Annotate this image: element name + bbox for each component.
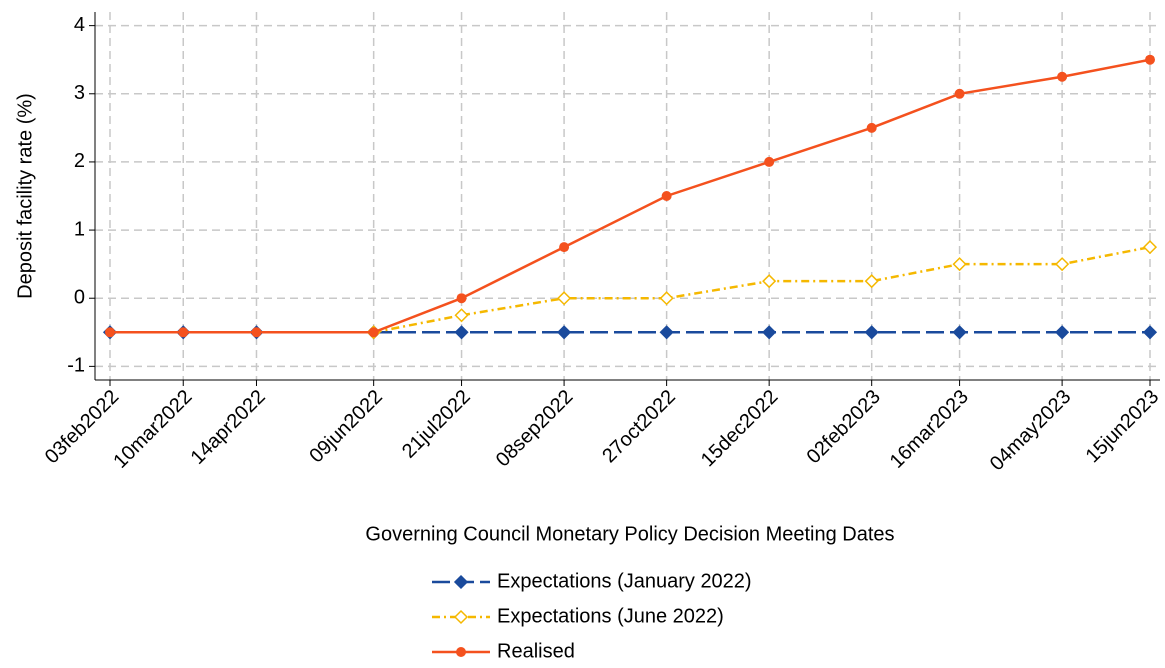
data-point bbox=[105, 327, 115, 338]
data-point bbox=[1057, 71, 1068, 82]
legend-label: Realised bbox=[497, 640, 575, 662]
y-tick-label: 0 bbox=[74, 287, 85, 309]
y-axis-label: Deposit facility rate (%) bbox=[14, 93, 36, 299]
y-tick-label: 4 bbox=[74, 14, 85, 36]
x-tick-label: 27oct2022 bbox=[598, 386, 680, 468]
x-tick-label: 21jul2022 bbox=[398, 386, 475, 463]
data-point bbox=[454, 325, 469, 340]
legend-marker bbox=[453, 574, 469, 590]
data-point bbox=[456, 293, 467, 304]
data-point bbox=[866, 122, 877, 133]
data-point bbox=[251, 327, 262, 338]
data-point bbox=[659, 291, 674, 306]
x-tick-label: 14apr2022 bbox=[187, 386, 270, 469]
y-tick-label: 1 bbox=[74, 218, 85, 240]
x-tick-label: 09jun2022 bbox=[305, 386, 387, 468]
data-point bbox=[659, 325, 674, 340]
data-point bbox=[1145, 54, 1155, 65]
data-point bbox=[557, 325, 572, 340]
legend-label: Expectations (January 2022) bbox=[497, 570, 752, 592]
series-line bbox=[110, 58, 1151, 334]
data-point bbox=[954, 88, 965, 99]
y-tick-label: 2 bbox=[74, 150, 85, 172]
data-point bbox=[864, 274, 879, 289]
legend-marker bbox=[453, 609, 469, 625]
y-tick-label: -1 bbox=[67, 355, 85, 377]
data-point bbox=[178, 327, 189, 338]
x-tick-label: 04may2023 bbox=[986, 386, 1075, 475]
x-tick-label: 08sep2022 bbox=[492, 386, 578, 472]
x-tick-label: 15dec2022 bbox=[697, 386, 783, 472]
data-point bbox=[1142, 325, 1158, 340]
series-line bbox=[373, 245, 1151, 334]
data-point bbox=[762, 325, 777, 340]
x-tick-label: 10mar2022 bbox=[109, 386, 196, 473]
data-point bbox=[1055, 325, 1070, 340]
x-axis-label: Governing Council Monetary Policy Decisi… bbox=[365, 523, 894, 545]
legend-label: Expectations (June 2022) bbox=[497, 605, 724, 627]
data-point bbox=[1142, 240, 1158, 255]
data-point bbox=[864, 325, 879, 340]
data-point bbox=[762, 274, 777, 289]
data-point bbox=[661, 191, 672, 201]
data-point bbox=[764, 156, 775, 167]
data-point bbox=[1055, 257, 1070, 272]
data-point bbox=[368, 327, 379, 338]
legend-marker bbox=[456, 647, 466, 657]
data-point bbox=[952, 325, 967, 340]
data-point bbox=[454, 308, 469, 323]
x-tick-label: 16mar2023 bbox=[886, 386, 973, 473]
data-point bbox=[559, 242, 570, 253]
data-point bbox=[557, 291, 572, 306]
data-point bbox=[952, 257, 967, 272]
x-tick-label: 02feb2023 bbox=[803, 386, 885, 468]
y-tick-label: 3 bbox=[74, 82, 85, 104]
x-tick-label: 15jun2023 bbox=[1082, 386, 1164, 468]
